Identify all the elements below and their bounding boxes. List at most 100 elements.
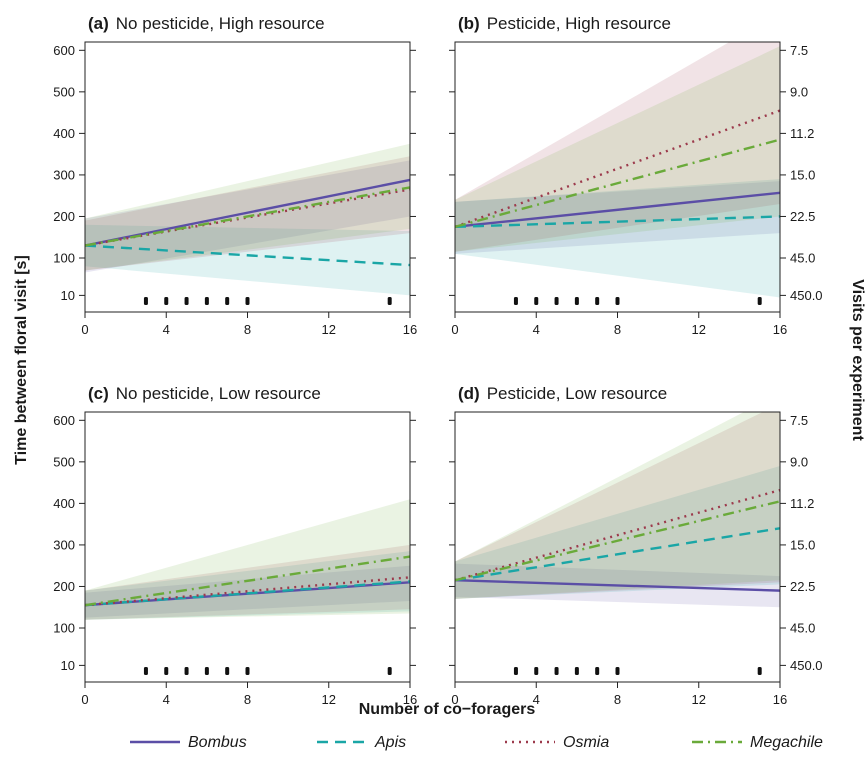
band-bombus bbox=[455, 181, 780, 254]
line-apis bbox=[454, 527, 781, 582]
y-tick-label-left: 100 bbox=[53, 251, 75, 266]
y-tick-label-left: 400 bbox=[53, 126, 75, 141]
band-megachile bbox=[85, 143, 410, 271]
x-tick-label: 8 bbox=[614, 692, 621, 707]
y-tick-label-right: 11.2 bbox=[790, 126, 814, 141]
y-tick-label-left: 10 bbox=[61, 658, 75, 673]
legend-label-osmia: Osmia bbox=[563, 734, 609, 751]
panel-title: (a) No pesticide, High resource bbox=[88, 14, 325, 33]
rug-mark bbox=[245, 667, 250, 675]
rug-mark bbox=[595, 667, 600, 675]
x-tick-label: 4 bbox=[533, 692, 540, 707]
band-osmia bbox=[85, 544, 410, 620]
legend-label-bombus: Bombus bbox=[188, 734, 247, 751]
rug-mark bbox=[225, 297, 230, 305]
x-tick-label: 8 bbox=[244, 322, 251, 337]
rug-mark bbox=[595, 297, 600, 305]
x-tick-label: 0 bbox=[451, 692, 458, 707]
y-tick-label-right: 22.5 bbox=[790, 209, 815, 224]
rug-mark bbox=[164, 667, 169, 675]
panel-letter: (c) bbox=[88, 384, 109, 403]
panel-a: 0 4 8 12 16 10 100 200 300 400 500 600 (a) No pestici… bbox=[53, 14, 417, 337]
y-tick-label-left: 200 bbox=[53, 579, 75, 594]
x-tick-label: 16 bbox=[403, 322, 417, 337]
panel-c: 0 4 8 12 16 10 100 200 300 400 500 600 (c) No pestici… bbox=[53, 384, 417, 707]
rug-mark bbox=[513, 667, 518, 675]
rug-mark bbox=[574, 667, 579, 675]
rug-mark bbox=[574, 297, 579, 305]
y-tick-label-left: 600 bbox=[53, 43, 75, 58]
y-axis-title-left: Time between floral visit [s] bbox=[13, 255, 30, 465]
line-apis bbox=[84, 580, 411, 607]
panel-title-text: No pesticide, High resource bbox=[116, 14, 325, 33]
y-tick-label-left: 10 bbox=[61, 288, 75, 303]
y-tick-label-left: 100 bbox=[53, 621, 75, 636]
rug-mark bbox=[513, 297, 518, 305]
x-tick-label: 16 bbox=[403, 692, 417, 707]
x-tick-label: 0 bbox=[451, 322, 458, 337]
panel-title-text: No pesticide, Low resource bbox=[116, 384, 321, 403]
rug-mark bbox=[387, 297, 392, 305]
legend: Bombus Apis Osmia Megachile bbox=[130, 734, 823, 751]
y-tick-label-right: 22.5 bbox=[790, 579, 815, 594]
line-apis bbox=[454, 215, 781, 229]
line-megachile bbox=[454, 138, 781, 229]
panel-title: (b) Pesticide, High resource bbox=[458, 14, 671, 33]
x-tick-label: 4 bbox=[533, 322, 540, 337]
y-tick-label-right: 11.2 bbox=[790, 496, 814, 511]
x-tick-label: 0 bbox=[81, 322, 88, 337]
band-bombus bbox=[85, 565, 410, 618]
x-axis-title: Number of co−foragers bbox=[359, 701, 536, 718]
line-megachile bbox=[84, 186, 411, 247]
y-tick-label-right: 9.0 bbox=[790, 84, 808, 99]
rug-mark bbox=[615, 667, 620, 675]
line-megachile bbox=[84, 555, 411, 607]
y-tick-label-left: 300 bbox=[53, 537, 75, 552]
x-tick-label: 8 bbox=[614, 322, 621, 337]
y-tick-label-right: 45.0 bbox=[790, 251, 815, 266]
y-tick-label-right: 7.5 bbox=[790, 43, 808, 58]
panel-letter: (a) bbox=[88, 14, 109, 33]
x-tick-label: 4 bbox=[163, 322, 170, 337]
x-tick-label: 12 bbox=[322, 322, 336, 337]
rug-mark bbox=[184, 297, 189, 305]
y-tick-label-right: 15.0 bbox=[790, 167, 815, 182]
line-osmia bbox=[454, 109, 781, 228]
rug-mark bbox=[143, 667, 148, 675]
line-megachile bbox=[454, 500, 781, 582]
rug-mark bbox=[143, 297, 148, 305]
band-megachile bbox=[455, 412, 780, 599]
panel-title-text: Pesticide, Low resource bbox=[487, 384, 667, 403]
x-tick-label: 12 bbox=[322, 692, 336, 707]
legend-label-megachile: Megachile bbox=[750, 734, 823, 751]
rug-mark bbox=[204, 297, 209, 305]
line-bombus bbox=[84, 178, 411, 247]
y-tick-label-left: 600 bbox=[53, 413, 75, 428]
confidence-bands bbox=[455, 42, 780, 298]
x-tick-label: 8 bbox=[244, 692, 251, 707]
x-tick-label: 12 bbox=[692, 692, 706, 707]
panel-title: (c) No pesticide, Low resource bbox=[88, 384, 321, 403]
x-tick-label: 0 bbox=[81, 692, 88, 707]
rug-mark bbox=[554, 297, 559, 305]
y-tick-label-right: 9.0 bbox=[790, 454, 808, 469]
rug-mark bbox=[204, 667, 209, 675]
rug-mark bbox=[534, 667, 539, 675]
band-apis bbox=[455, 466, 780, 599]
rug-mark bbox=[245, 297, 250, 305]
line-osmia bbox=[84, 188, 411, 247]
band-megachile bbox=[85, 499, 410, 620]
x-tick-label: 16 bbox=[773, 692, 787, 707]
line-bombus bbox=[454, 579, 781, 592]
x-tick-label: 4 bbox=[163, 692, 170, 707]
y-tick-label-left: 200 bbox=[53, 209, 75, 224]
line-bombus bbox=[454, 191, 781, 229]
y-tick-label-right: 450.0 bbox=[790, 658, 823, 673]
x-tick-label: 16 bbox=[773, 322, 787, 337]
line-apis bbox=[84, 244, 411, 267]
rug-mark bbox=[184, 667, 189, 675]
confidence-bands bbox=[455, 412, 780, 608]
band-apis bbox=[85, 224, 410, 296]
